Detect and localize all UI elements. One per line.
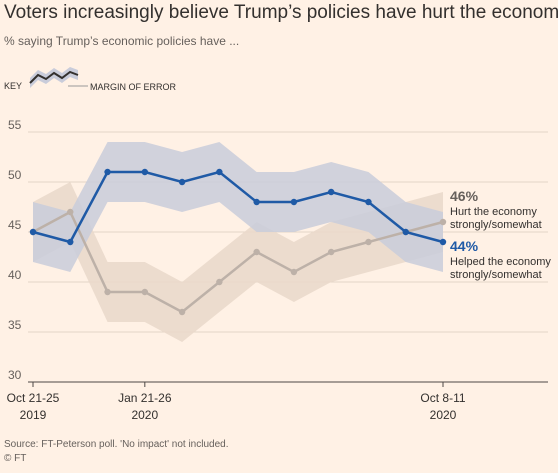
key-label: KEY bbox=[4, 81, 22, 91]
point-hurt-8 bbox=[327, 188, 335, 196]
band-hurt bbox=[33, 142, 443, 272]
point-helped-11 bbox=[439, 218, 447, 226]
point-hurt-0 bbox=[29, 228, 37, 236]
end-value-hurt: 44% bbox=[450, 238, 479, 254]
y-tick-label-50: 50 bbox=[8, 168, 22, 182]
x-tick-year-11: 2020 bbox=[430, 408, 457, 422]
point-helped-5 bbox=[216, 278, 223, 286]
point-hurt-6 bbox=[253, 198, 260, 206]
y-tick-label-55: 55 bbox=[8, 118, 22, 132]
chart-title: Voters increasingly believe Trump’s poli… bbox=[4, 2, 558, 23]
point-hurt-11 bbox=[439, 238, 447, 246]
end-text-helped-1: strongly/somewhat bbox=[450, 219, 542, 231]
point-hurt-9 bbox=[365, 198, 372, 206]
y-tick-label-30: 30 bbox=[8, 368, 22, 382]
key-band bbox=[30, 67, 78, 88]
series-line-hurt bbox=[32, 170, 444, 244]
end-text-hurt-1: strongly/somewhat bbox=[450, 269, 542, 281]
key-line bbox=[29, 70, 79, 84]
point-hurt-5 bbox=[216, 168, 223, 176]
end-text-hurt-0: Helped the economy bbox=[450, 256, 551, 268]
key-margin-label: MARGIN OF ERROR bbox=[90, 82, 177, 92]
y-tick-label-45: 45 bbox=[8, 218, 22, 232]
chart-subtitle: % saying Trump’s economic policies have … bbox=[4, 34, 240, 48]
x-tick-year-0: 2019 bbox=[20, 408, 47, 422]
y-tick-label-40: 40 bbox=[8, 268, 22, 282]
credit-note: © FT bbox=[4, 453, 27, 464]
point-hurt-3 bbox=[141, 168, 149, 176]
point-helped-9 bbox=[365, 238, 372, 246]
point-hurt-7 bbox=[290, 198, 298, 206]
chart-annotations: 46%Hurt the economystrongly/somewhat44%H… bbox=[450, 188, 551, 281]
point-hurt-1 bbox=[67, 238, 74, 246]
y-tick-label-35: 35 bbox=[8, 318, 22, 332]
point-helped-2 bbox=[104, 288, 111, 296]
point-hurt-4 bbox=[178, 178, 186, 186]
point-helped-7 bbox=[290, 268, 298, 276]
point-helped-4 bbox=[178, 308, 186, 316]
x-tick-label-11: Oct 8-11 bbox=[420, 391, 465, 405]
chart-x-axis: Oct 21-25 2019 Jan 21-26 2020 Oct 8-11 2020 bbox=[7, 382, 466, 422]
chart-key: KEY MARGIN OF ERROR bbox=[4, 67, 177, 92]
point-hurt-10 bbox=[402, 228, 409, 236]
source-note: Source: FT-Peterson poll. 'No impact' no… bbox=[4, 439, 229, 450]
x-tick-label-0: Oct 21-25 bbox=[7, 391, 60, 405]
end-text-helped-0: Hurt the economy bbox=[450, 206, 537, 218]
point-helped-3 bbox=[141, 288, 149, 296]
point-hurt-2 bbox=[104, 168, 111, 176]
series-line-helped bbox=[32, 210, 444, 314]
end-value-helped: 46% bbox=[450, 188, 479, 204]
point-helped-6 bbox=[253, 248, 260, 256]
chart-lines bbox=[29, 168, 447, 316]
point-helped-1 bbox=[67, 208, 74, 216]
x-tick-label-3: Jan 21-26 bbox=[118, 391, 172, 405]
chart-bands bbox=[33, 142, 443, 342]
point-helped-8 bbox=[327, 248, 335, 256]
x-tick-year-3: 2020 bbox=[131, 408, 158, 422]
